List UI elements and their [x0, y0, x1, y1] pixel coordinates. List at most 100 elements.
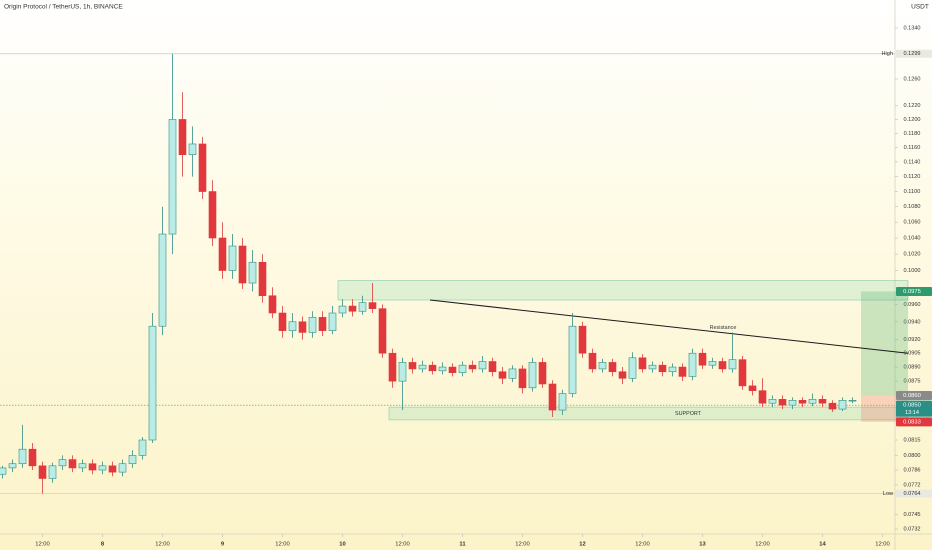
candle-body	[328, 312, 337, 331]
candle-body	[68, 459, 77, 469]
target-area	[861, 291, 908, 396]
candle-body	[478, 361, 487, 370]
candle-body	[388, 352, 397, 382]
candle-body	[828, 402, 837, 410]
y-tick-label: 0.1020	[903, 252, 920, 258]
support-label: SUPPORT	[675, 411, 702, 417]
y-tick-label: 0.0772	[903, 482, 920, 488]
candle-body	[0, 467, 7, 475]
y-tick-label: 0.0960	[903, 302, 920, 308]
candle-body	[548, 383, 557, 411]
y-tick-label: 0.1140	[904, 159, 921, 165]
target-tag: 0.0975	[903, 289, 921, 295]
candle-body	[578, 325, 587, 354]
candle-body	[188, 143, 197, 155]
y-tick-label: 0.0745	[903, 512, 920, 518]
x-tick-label: 12:00	[275, 542, 290, 548]
candle-body	[118, 463, 127, 473]
high-tag: 0.1299	[903, 51, 920, 57]
candle-body	[538, 362, 547, 385]
y-tick-label: 0.1120	[904, 174, 921, 180]
candle-body	[728, 359, 737, 370]
countdown-bg	[896, 408, 932, 417]
candle-body	[108, 465, 117, 473]
high-name: High	[881, 51, 893, 57]
candle-body	[398, 362, 407, 382]
y-tick-label: 0.0920	[903, 337, 920, 343]
candle-body	[38, 465, 47, 479]
candle-body	[448, 366, 457, 373]
candle-body	[148, 325, 157, 441]
candle-body	[78, 463, 87, 469]
resistance-zone	[337, 280, 909, 301]
candle-body	[208, 191, 217, 239]
candle-body	[438, 366, 447, 372]
candle-body	[588, 352, 597, 370]
x-tick-label: 12:00	[395, 542, 410, 548]
candle-body	[818, 399, 827, 404]
low-name: Low	[883, 491, 894, 497]
target-tag-bg	[896, 286, 932, 296]
candle-body	[318, 317, 327, 331]
candle-body	[648, 364, 657, 370]
y-tick-label: 0.0875	[903, 379, 920, 385]
candle-body	[198, 143, 207, 192]
candle-body	[418, 364, 427, 370]
resistance-label: Resistance	[710, 325, 737, 331]
candle-body	[518, 368, 527, 389]
candle-body	[658, 364, 667, 373]
currency: USDT	[911, 4, 929, 11]
y-tick-label: 0.1000	[903, 268, 920, 274]
y-tick-label: 0.1220	[903, 103, 920, 109]
candle-body	[678, 366, 687, 377]
y-tick-label: 0.1160	[904, 145, 921, 151]
candle-body	[288, 321, 297, 331]
low-tag: 0.0764	[903, 491, 920, 497]
candle-body	[528, 362, 537, 389]
resistance-line	[429, 299, 909, 354]
stop-tag-bg	[896, 417, 932, 427]
x-tick-label: 12:00	[635, 542, 650, 548]
y-tick-label: 0.0815	[903, 437, 920, 443]
candle-body	[8, 463, 17, 469]
x-tick-label: 8	[101, 542, 105, 548]
candle-body	[378, 308, 387, 354]
candle-body	[168, 119, 177, 235]
x-tick-label: 12:00	[875, 542, 890, 548]
candle-body	[338, 305, 347, 314]
entry-tag: 0.0860	[903, 393, 921, 399]
y-tick-label: 0.0786	[903, 468, 920, 474]
candle-body	[58, 459, 67, 467]
candle-body	[138, 439, 147, 456]
low-tag-bg	[896, 489, 932, 498]
candle-body	[28, 448, 37, 467]
x-tick-label: 12	[579, 542, 585, 548]
candle-body	[808, 399, 817, 404]
high-tag-bg	[896, 49, 932, 58]
countdown: 13:14	[905, 410, 919, 416]
candle-body	[128, 455, 137, 465]
x-tick-label: 11	[459, 542, 466, 548]
y-tick-label: 0.1340	[903, 25, 920, 31]
candle-body	[748, 385, 757, 391]
candle-body	[738, 359, 747, 387]
candle-body	[838, 400, 847, 410]
candle-body	[178, 119, 187, 155]
candle-body	[368, 302, 377, 309]
candle-body	[598, 362, 607, 370]
last-price-tag: 0.0850	[903, 403, 921, 409]
candle-body	[358, 302, 367, 312]
x-tick-label: 12:00	[755, 542, 770, 548]
candle-body	[348, 305, 357, 312]
candle-body	[788, 400, 797, 406]
candle-body	[158, 233, 167, 327]
candle-body	[238, 245, 247, 284]
x-tick-label: 12:00	[515, 542, 530, 548]
x-tick-label: 13	[699, 542, 706, 548]
candle-body	[508, 368, 517, 379]
candle-body	[48, 465, 57, 479]
candle-body	[258, 261, 267, 297]
candle-body	[778, 399, 787, 406]
y-tick-label: 0.0732	[903, 526, 920, 532]
x-tick-label: 12:00	[155, 542, 170, 548]
